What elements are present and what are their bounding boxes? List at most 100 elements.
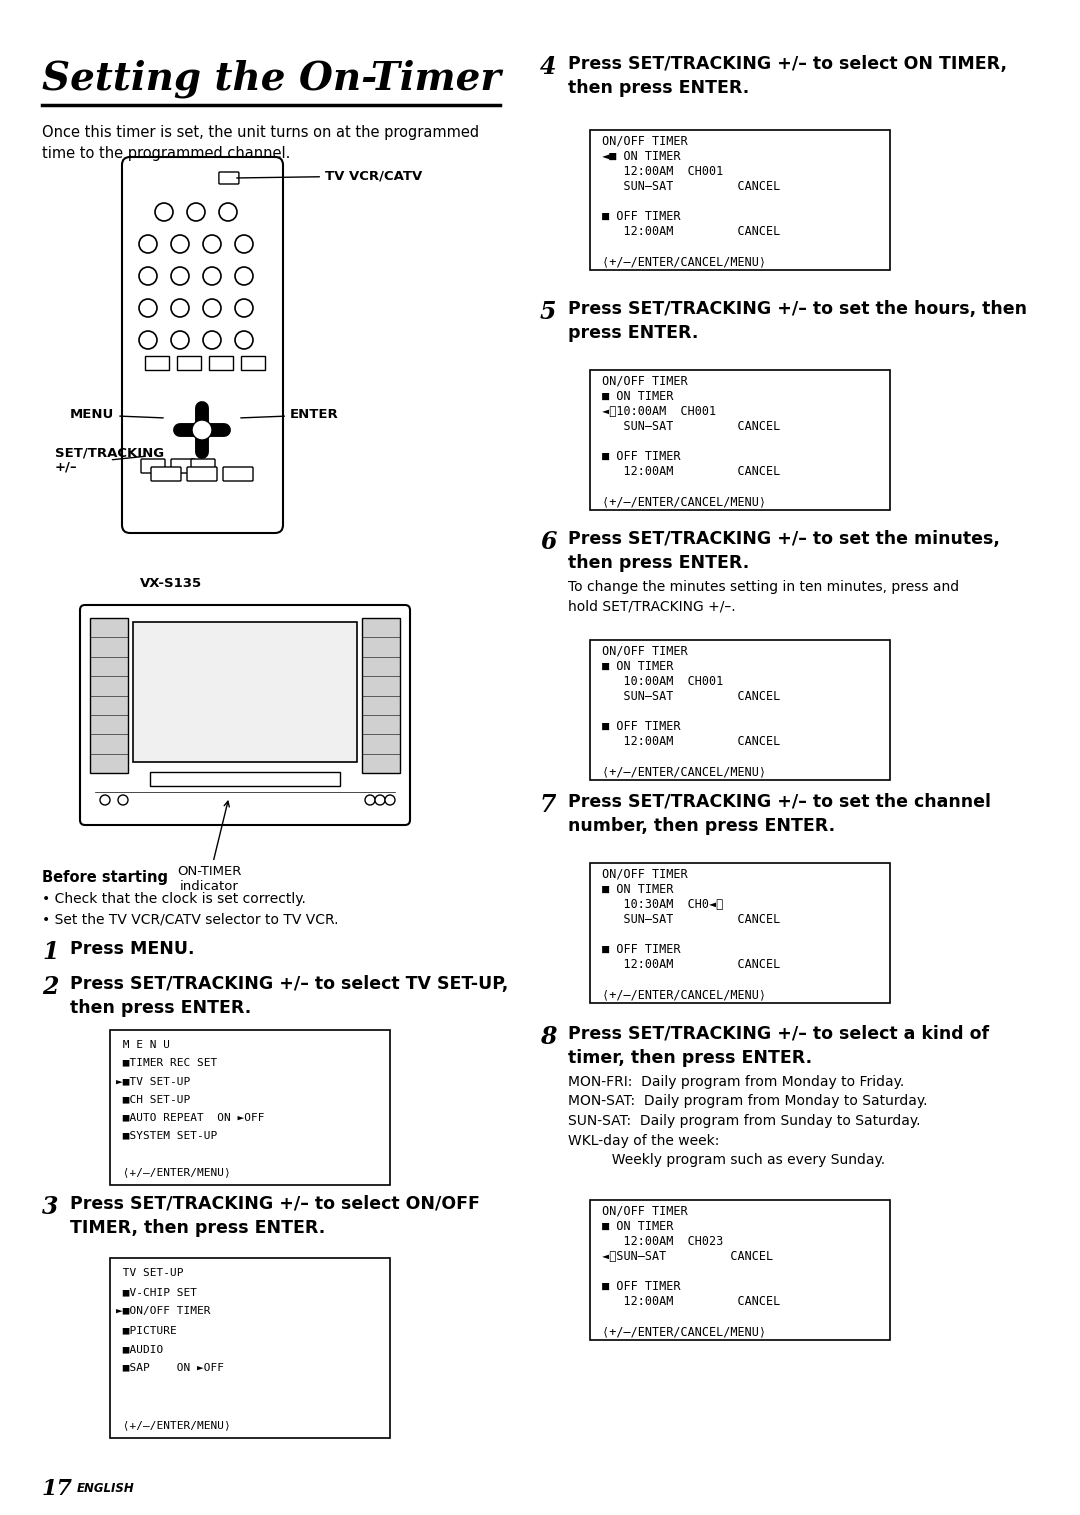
Bar xyxy=(590,130,890,270)
FancyBboxPatch shape xyxy=(187,467,217,480)
Text: Press SET/TRACKING +/– to select ON/OFF
TIMER, then press ENTER.: Press SET/TRACKING +/– to select ON/OFF … xyxy=(70,1195,480,1236)
Bar xyxy=(133,623,357,762)
Circle shape xyxy=(100,795,110,804)
FancyBboxPatch shape xyxy=(151,467,181,480)
Text: ■SYSTEM SET-UP: ■SYSTEM SET-UP xyxy=(116,1130,217,1141)
Text: MON-FRI:  Daily program from Monday to Friday.
MON-SAT:  Daily program from Mond: MON-FRI: Daily program from Monday to Fr… xyxy=(568,1076,928,1167)
Text: VX-S135: VX-S135 xyxy=(140,577,202,589)
Text: Before starting: Before starting xyxy=(42,870,168,885)
Circle shape xyxy=(219,203,237,221)
Text: ■ OFF TIMER: ■ OFF TIMER xyxy=(595,942,680,956)
Text: 10:30AM  CH0◄➐: 10:30AM CH0◄➐ xyxy=(595,898,724,911)
Text: 12:00AM  CH001: 12:00AM CH001 xyxy=(595,165,724,177)
Text: ►■ON/OFF TIMER: ►■ON/OFF TIMER xyxy=(116,1306,211,1317)
Circle shape xyxy=(171,235,189,253)
Text: ON/OFF TIMER: ON/OFF TIMER xyxy=(595,868,688,880)
FancyBboxPatch shape xyxy=(171,459,195,473)
Circle shape xyxy=(235,267,253,285)
Text: 12:00AM         CANCEL: 12:00AM CANCEL xyxy=(595,465,780,479)
Text: ■ OFF TIMER: ■ OFF TIMER xyxy=(595,1280,680,1294)
FancyBboxPatch shape xyxy=(177,356,201,370)
Circle shape xyxy=(235,330,253,348)
Bar xyxy=(590,1200,890,1339)
Circle shape xyxy=(171,267,189,285)
Text: ON/OFF TIMER: ON/OFF TIMER xyxy=(595,1204,688,1218)
Text: ■ ON TIMER: ■ ON TIMER xyxy=(595,661,673,673)
Text: ■ OFF TIMER: ■ OFF TIMER xyxy=(595,720,680,733)
Text: ■AUTO REPEAT  ON ►OFF: ■AUTO REPEAT ON ►OFF xyxy=(116,1112,265,1123)
Text: 12:00AM         CANCEL: 12:00AM CANCEL xyxy=(595,226,780,238)
Text: 4: 4 xyxy=(540,55,556,79)
Circle shape xyxy=(203,330,221,348)
Text: Press SET/TRACKING +/– to set the channel
number, then press ENTER.: Press SET/TRACKING +/– to set the channe… xyxy=(568,792,991,835)
Bar xyxy=(590,370,890,511)
Text: ON/OFF TIMER: ON/OFF TIMER xyxy=(595,645,688,658)
FancyBboxPatch shape xyxy=(80,604,410,826)
Text: ⟨+/–/ENTER/CANCEL/MENU⟩: ⟨+/–/ENTER/CANCEL/MENU⟩ xyxy=(595,1326,766,1338)
Text: 7: 7 xyxy=(540,792,556,817)
Bar xyxy=(150,773,340,786)
Text: ⟨+/–/ENTER/CANCEL/MENU⟩: ⟨+/–/ENTER/CANCEL/MENU⟩ xyxy=(595,988,766,1001)
FancyBboxPatch shape xyxy=(191,459,215,473)
Text: TV VCR/CATV: TV VCR/CATV xyxy=(237,170,422,182)
Circle shape xyxy=(171,298,189,317)
Bar xyxy=(362,618,400,773)
Circle shape xyxy=(139,330,157,348)
Circle shape xyxy=(375,795,384,804)
Text: ON-TIMER
indicator: ON-TIMER indicator xyxy=(177,801,241,892)
Circle shape xyxy=(139,298,157,317)
Text: ■ OFF TIMER: ■ OFF TIMER xyxy=(595,450,680,464)
FancyBboxPatch shape xyxy=(210,356,233,370)
Text: ■AUDIO: ■AUDIO xyxy=(116,1344,163,1354)
Text: Press SET/TRACKING +/– to set the hours, then
press ENTER.: Press SET/TRACKING +/– to set the hours,… xyxy=(568,300,1027,341)
Text: ■CH SET-UP: ■CH SET-UP xyxy=(116,1094,190,1104)
Text: 17: 17 xyxy=(42,1479,73,1500)
Text: 6: 6 xyxy=(540,530,556,554)
Circle shape xyxy=(118,795,129,804)
Circle shape xyxy=(156,203,173,221)
FancyBboxPatch shape xyxy=(222,467,253,480)
Text: ◄➐10:00AM  CH001: ◄➐10:00AM CH001 xyxy=(595,405,716,418)
FancyBboxPatch shape xyxy=(141,459,165,473)
Text: Press SET/TRACKING +/– to set the minutes,
then press ENTER.: Press SET/TRACKING +/– to set the minute… xyxy=(568,530,1000,571)
Text: Setting the On-Timer: Setting the On-Timer xyxy=(42,61,501,98)
Text: Once this timer is set, the unit turns on at the programmed
time to the programm: Once this timer is set, the unit turns o… xyxy=(42,126,480,161)
FancyBboxPatch shape xyxy=(122,158,283,533)
Circle shape xyxy=(171,330,189,348)
Text: 12:00AM         CANCEL: 12:00AM CANCEL xyxy=(595,735,780,748)
Text: ■PICTURE: ■PICTURE xyxy=(116,1326,177,1335)
Circle shape xyxy=(365,795,375,804)
Circle shape xyxy=(235,235,253,253)
Text: 12:00AM         CANCEL: 12:00AM CANCEL xyxy=(595,957,780,971)
Text: ⟨+/–/ENTER/CANCEL/MENU⟩: ⟨+/–/ENTER/CANCEL/MENU⟩ xyxy=(595,255,766,268)
Text: ◄➐SUN–SAT         CANCEL: ◄➐SUN–SAT CANCEL xyxy=(595,1250,773,1264)
Text: TV SET-UP: TV SET-UP xyxy=(116,1268,184,1279)
Circle shape xyxy=(384,795,395,804)
Text: ENTER: ENTER xyxy=(241,409,339,421)
Text: Press SET/TRACKING +/– to select a kind of
timer, then press ENTER.: Press SET/TRACKING +/– to select a kind … xyxy=(568,1026,989,1067)
Text: ■ ON TIMER: ■ ON TIMER xyxy=(595,1220,673,1233)
Text: 12:00AM         CANCEL: 12:00AM CANCEL xyxy=(595,1295,780,1307)
Text: ■V-CHIP SET: ■V-CHIP SET xyxy=(116,1288,197,1297)
Text: ⟨+/–/ENTER/CANCEL/MENU⟩: ⟨+/–/ENTER/CANCEL/MENU⟩ xyxy=(595,765,766,779)
Text: SUN–SAT         CANCEL: SUN–SAT CANCEL xyxy=(595,914,780,926)
Text: ■ ON TIMER: ■ ON TIMER xyxy=(595,883,673,895)
FancyBboxPatch shape xyxy=(145,356,168,370)
Text: ◄■ ON TIMER: ◄■ ON TIMER xyxy=(595,150,680,162)
Bar xyxy=(110,1257,390,1438)
Circle shape xyxy=(139,267,157,285)
Circle shape xyxy=(187,203,205,221)
Text: ⟨+/–/ENTER/MENU⟩: ⟨+/–/ENTER/MENU⟩ xyxy=(116,1167,231,1177)
Text: ►■TV SET-UP: ►■TV SET-UP xyxy=(116,1076,190,1086)
FancyBboxPatch shape xyxy=(219,173,239,183)
Text: SUN–SAT         CANCEL: SUN–SAT CANCEL xyxy=(595,420,780,433)
Text: Press MENU.: Press MENU. xyxy=(70,939,194,957)
Text: ENGLISH: ENGLISH xyxy=(77,1482,135,1495)
Circle shape xyxy=(203,298,221,317)
Circle shape xyxy=(192,420,212,439)
Text: 8: 8 xyxy=(540,1026,556,1048)
Text: ⟨+/–/ENTER/CANCEL/MENU⟩: ⟨+/–/ENTER/CANCEL/MENU⟩ xyxy=(595,495,766,508)
Text: ■ ON TIMER: ■ ON TIMER xyxy=(595,389,673,403)
Text: SET/TRACKING
+/–: SET/TRACKING +/– xyxy=(55,445,164,474)
Text: Press SET/TRACKING +/– to select ON TIMER,
then press ENTER.: Press SET/TRACKING +/– to select ON TIME… xyxy=(568,55,1007,97)
